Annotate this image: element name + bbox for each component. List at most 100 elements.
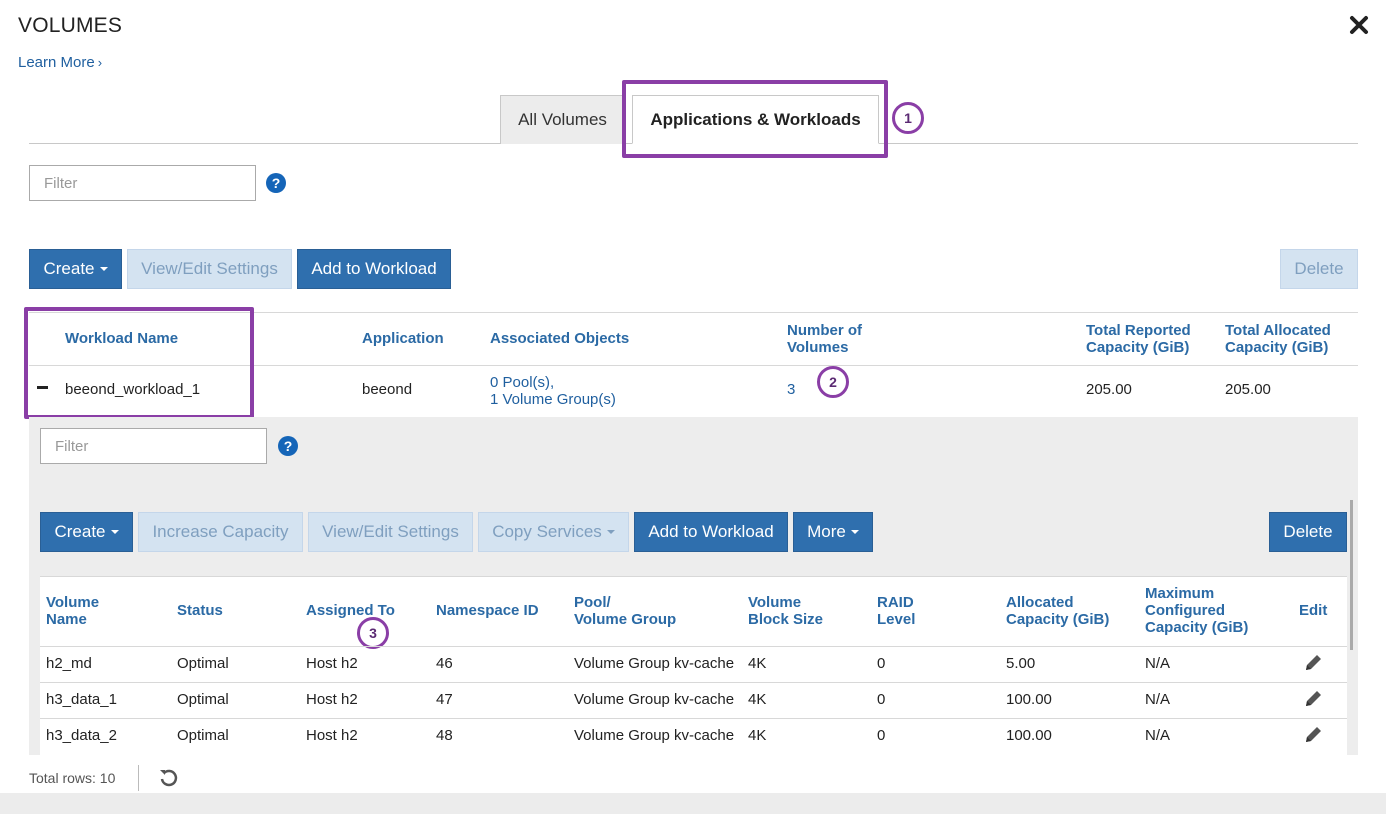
namespace-cell: 47 <box>436 691 453 708</box>
col-volume-name[interactable]: Volume Name <box>46 594 99 628</box>
pools-link[interactable]: 0 Pool(s), <box>490 374 555 391</box>
header-line: Volume <box>46 594 100 611</box>
table-top-border <box>40 576 1347 577</box>
volume-name-cell: h3_data_1 <box>46 691 117 708</box>
block-size-cell: 4K <box>748 655 767 672</box>
status-cell: Optimal <box>177 655 229 672</box>
header-divider <box>29 365 1358 366</box>
header-line: Capacity (GiB) <box>1225 339 1329 356</box>
learn-more-label: Learn More <box>18 54 95 71</box>
add-to-workload-button[interactable]: Add to Workload <box>297 249 451 289</box>
callout-badge-2: 2 <box>817 366 849 398</box>
col-allocated-capacity[interactable]: Allocated Capacity (GiB) <box>1006 594 1109 628</box>
namespace-cell: 46 <box>436 655 453 672</box>
header-line: Volumes <box>787 339 849 356</box>
max-capacity-cell: N/A <box>1145 727 1171 744</box>
header-line: Total Reported <box>1086 322 1191 339</box>
status-cell: Optimal <box>177 727 229 744</box>
page-title: VOLUMES <box>18 14 123 37</box>
col-raid-level[interactable]: RAID Level <box>877 594 915 628</box>
volume-table <box>40 576 1347 756</box>
view-edit-settings-button[interactable]: View/Edit Settings <box>127 249 292 289</box>
total-rows-label: Total rows: 10 <box>29 770 116 786</box>
highlight-box-tab <box>622 80 888 158</box>
workload-filter-input[interactable]: Filter <box>29 165 256 201</box>
volume-name-cell: h3_data_2 <box>46 727 117 744</box>
help-icon[interactable]: ? <box>266 173 286 193</box>
col-maximum-configured-capacity[interactable]: Maximum Configured Capacity (GiB) <box>1145 585 1248 636</box>
col-number-of-volumes[interactable]: Number of Volumes <box>787 322 862 356</box>
col-edit: Edit <box>1299 602 1328 619</box>
volume-name-cell: h2_md <box>46 655 92 672</box>
refresh-icon[interactable] <box>158 767 180 789</box>
col-volume-block-size[interactable]: Volume Block Size <box>748 594 823 628</box>
close-icon[interactable] <box>1348 14 1370 36</box>
col-total-allocated-capacity[interactable]: Total Allocated Capacity (GiB) <box>1225 322 1331 356</box>
col-namespace-id[interactable]: Namespace ID <box>436 602 539 619</box>
col-pool-volume-group[interactable]: Pool/ Volume Group <box>574 594 676 628</box>
number-of-volumes-link[interactable]: 3 <box>787 381 796 398</box>
assigned-cell: Host h2 <box>306 691 358 708</box>
tab-applications-workloads[interactable]: Applications & Workloads <box>632 95 879 144</box>
volume-filter-input[interactable]: Filter <box>40 428 267 464</box>
callout-badge-1: 1 <box>892 102 924 134</box>
header-line: Pool/ <box>574 594 611 611</box>
copy-services-button[interactable]: Copy Services <box>478 512 629 552</box>
table-top-border <box>29 312 1358 313</box>
block-size-cell: 4K <box>748 691 767 708</box>
create-label: Create <box>54 522 106 541</box>
raid-cell: 0 <box>877 727 886 744</box>
pencil-icon[interactable] <box>1303 725 1323 745</box>
learn-more-link[interactable]: Learn More › <box>18 54 102 71</box>
col-total-reported-capacity[interactable]: Total Reported Capacity (GiB) <box>1086 322 1191 356</box>
assigned-cell: Host h2 <box>306 655 358 672</box>
max-capacity-cell: N/A <box>1145 655 1171 672</box>
view-edit-settings-button[interactable]: View/Edit Settings <box>308 512 473 552</box>
caret-down-icon <box>606 530 615 534</box>
tab-all-volumes[interactable]: All Volumes <box>500 95 625 144</box>
col-application[interactable]: Application <box>362 330 444 347</box>
assigned-cell: Host h2 <box>306 727 358 744</box>
chevron-right-icon: › <box>97 55 103 70</box>
header-line: Number of <box>787 322 862 339</box>
callout-badge-3: 3 <box>357 617 389 649</box>
caret-down-icon <box>99 267 108 271</box>
collapse-icon[interactable] <box>37 386 48 389</box>
copy-services-label: Copy Services <box>492 522 602 541</box>
header-line: Capacity (GiB) <box>1145 619 1249 636</box>
more-button[interactable]: More <box>793 512 873 552</box>
bottom-strip <box>0 793 1386 814</box>
workload-name-cell: beeond_workload_1 <box>65 381 201 398</box>
col-assigned-to[interactable]: Assigned To <box>306 602 395 619</box>
header-line: Capacity (GiB) <box>1006 611 1110 628</box>
add-to-workload-button[interactable]: Add to Workload <box>634 512 788 552</box>
header-line: Configured <box>1145 602 1225 619</box>
reported-capacity-cell: 205.00 <box>1086 381 1132 398</box>
pool-cell: Volume Group kv-cache <box>574 655 735 672</box>
pencil-icon[interactable] <box>1303 653 1323 673</box>
more-label: More <box>807 522 846 541</box>
delete-workload-button[interactable]: Delete <box>1280 249 1358 289</box>
header-line: Volume Group <box>574 611 677 628</box>
create-volume-button[interactable]: Create <box>40 512 133 552</box>
application-cell: beeond <box>362 381 413 398</box>
create-workload-button[interactable]: Create <box>29 249 122 289</box>
allocated-cell: 5.00 <box>1006 655 1036 672</box>
raid-cell: 0 <box>877 691 886 708</box>
header-line: RAID <box>877 594 914 611</box>
col-associated-objects[interactable]: Associated Objects <box>490 330 630 347</box>
delete-volume-button[interactable]: Delete <box>1269 512 1347 552</box>
volume-groups-link[interactable]: 1 Volume Group(s) <box>490 391 616 408</box>
col-workload-name[interactable]: Workload Name <box>65 330 179 347</box>
namespace-cell: 48 <box>436 727 453 744</box>
help-icon[interactable]: ? <box>278 436 298 456</box>
header-divider <box>40 646 1347 647</box>
pencil-icon[interactable] <box>1303 689 1323 709</box>
block-size-cell: 4K <box>748 727 767 744</box>
increase-capacity-button[interactable]: Increase Capacity <box>138 512 303 552</box>
scrollbar[interactable] <box>1350 500 1353 650</box>
allocated-cell: 100.00 <box>1006 727 1052 744</box>
header-line: Level <box>877 611 916 628</box>
col-status[interactable]: Status <box>177 602 223 619</box>
max-capacity-cell: N/A <box>1145 691 1171 708</box>
